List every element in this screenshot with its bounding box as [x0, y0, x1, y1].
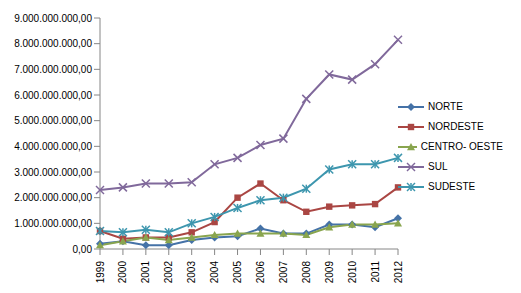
svg-text:2001: 2001: [140, 261, 151, 284]
html-text:CENTRO- OESTE: CENTRO- OESTE: [420, 141, 503, 152]
svg-text:1999: 1999: [95, 261, 106, 284]
svg-text:2.000.000.000,00: 2.000.000.000,00: [14, 192, 92, 203]
svg-text:3.000.000.000,00: 3.000.000.000,00: [14, 167, 92, 178]
svg-text:5.000.000.000,00: 5.000.000.000,00: [14, 115, 92, 126]
svg-text:2012: 2012: [393, 261, 404, 284]
html-text:SUDESTE: SUDESTE: [428, 181, 476, 192]
svg-text:2008: 2008: [301, 261, 312, 284]
svg-text:2000: 2000: [117, 261, 128, 284]
html-text:SUL: SUL: [428, 161, 448, 172]
svg-text:6.000.000.000,00: 6.000.000.000,00: [14, 90, 92, 101]
svg-text:0,00: 0,00: [73, 244, 93, 255]
svg-text:4.000.000.000,00: 4.000.000.000,00: [14, 141, 92, 152]
svg-text:1.000.000.000,00: 1.000.000.000,00: [14, 218, 92, 229]
svg-text:2003: 2003: [186, 261, 197, 284]
svg-text:2002: 2002: [163, 261, 174, 284]
svg-text:2011: 2011: [370, 261, 381, 283]
svg-text:2007: 2007: [278, 261, 289, 284]
svg-text:7.000.000.000,00: 7.000.000.000,00: [14, 64, 92, 75]
svg-text:2010: 2010: [347, 261, 358, 284]
svg-text:2004: 2004: [209, 261, 220, 284]
html-text:NORTE: NORTE: [428, 101, 463, 112]
svg-text:9.000.000.000,00: 9.000.000.000,00: [14, 13, 92, 24]
svg-text:2005: 2005: [232, 261, 243, 284]
svg-text:2006: 2006: [255, 261, 266, 284]
svg-text:8.000.000.000,00: 8.000.000.000,00: [14, 38, 92, 49]
svg-text:2009: 2009: [324, 261, 335, 284]
html-text:NORDESTE: NORDESTE: [428, 121, 484, 132]
